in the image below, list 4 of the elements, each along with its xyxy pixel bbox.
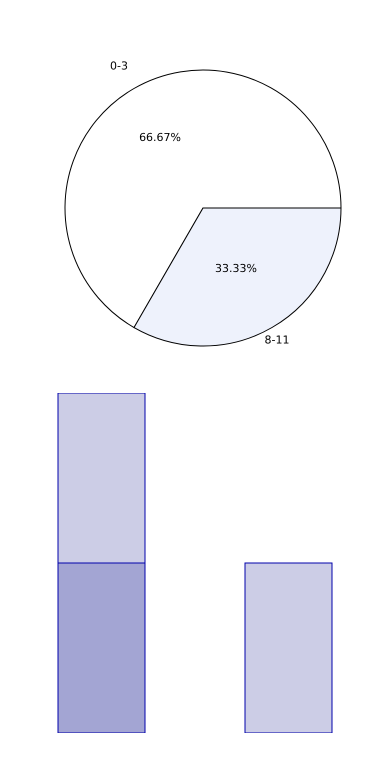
slice-label: 0-3 [110,60,128,73]
data-label: 66.67% [139,130,182,144]
data-label: 33.33% [214,262,257,276]
slice-label: 8-11 [264,333,290,346]
